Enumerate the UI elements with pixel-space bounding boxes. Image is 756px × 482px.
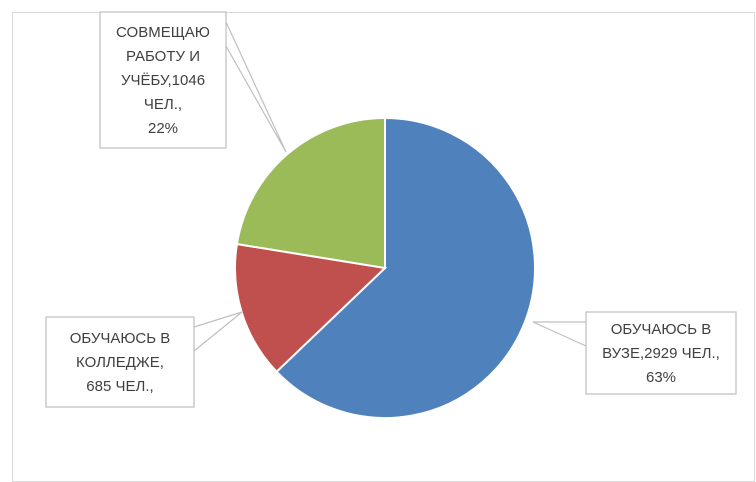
- data-label: КОЛЛЕДЖЕ,: [76, 354, 164, 371]
- slice-combined: [235, 116, 386, 270]
- callout-leader: [193, 311, 243, 352]
- pie-chart: ОБУЧАЮСЬ В ВУЗЕ,2929 ЧЕЛ., 63% ОБУЧАЮСЬ В КО…: [45, 11, 737, 419]
- slice-vuz-callout: ОБУЧАЮСЬ В ВУЗЕ,2929 ЧЕЛ., 63%: [532, 311, 737, 395]
- slice-vuz: [275, 116, 536, 419]
- data-label: РАБОТУ И: [126, 48, 200, 65]
- slice-college-callout: ОБУЧАЮСЬ В КОЛЛЕДЖЕ, 685 ЧЕЛ.,: [45, 311, 243, 408]
- data-label: ОБУЧАЮСЬ В: [70, 330, 171, 347]
- data-label: 63%: [646, 369, 676, 386]
- data-label: 22%: [148, 120, 178, 137]
- data-label: ВУЗЕ,2929 ЧЕЛ.,: [602, 345, 720, 362]
- data-label: ОБУЧАЮСЬ В: [611, 321, 712, 338]
- callout-box: [45, 316, 195, 408]
- data-label: СОВМЕЩАЮ: [116, 24, 210, 41]
- data-label: ЧЕЛ.,: [144, 96, 182, 113]
- slice-combined-callout: СОВМЕЩАЮ РАБОТУ И УЧЁБУ,1046 ЧЕЛ., 22%: [99, 11, 287, 153]
- data-label: УЧЁБУ,1046: [121, 72, 205, 89]
- callout-leader: [532, 321, 587, 347]
- callout-leader: [225, 21, 287, 153]
- data-label: 685 ЧЕЛ.,: [86, 378, 153, 395]
- callout-box: [585, 311, 737, 395]
- callout-box: [99, 11, 227, 149]
